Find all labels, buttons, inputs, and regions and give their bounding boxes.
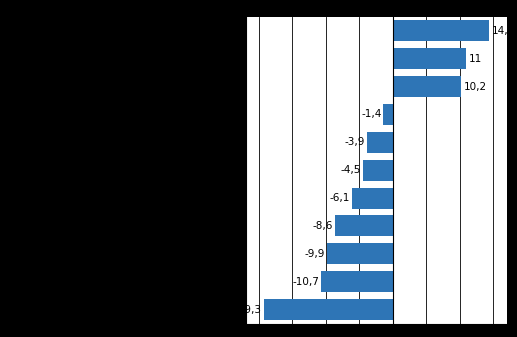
Text: -19,3: -19,3 [235,305,262,314]
Bar [393,48,466,69]
Bar [327,243,393,264]
Text: -10,7: -10,7 [292,277,319,287]
Bar [352,188,393,209]
Bar [393,76,461,97]
Text: -9,9: -9,9 [304,249,325,259]
Text: -1,4: -1,4 [361,110,382,119]
Bar [367,132,393,153]
Bar [384,104,393,125]
Text: -6,1: -6,1 [330,193,350,203]
Bar [336,215,393,236]
Bar [264,299,393,320]
Text: 14,4: 14,4 [492,26,515,36]
Text: 11: 11 [469,54,482,64]
Text: -4,5: -4,5 [340,165,361,175]
Text: 10,2: 10,2 [464,82,487,92]
Bar [393,20,489,41]
Text: -8,6: -8,6 [313,221,333,231]
Text: -3,9: -3,9 [344,137,364,147]
Bar [363,160,393,181]
Bar [321,271,393,292]
